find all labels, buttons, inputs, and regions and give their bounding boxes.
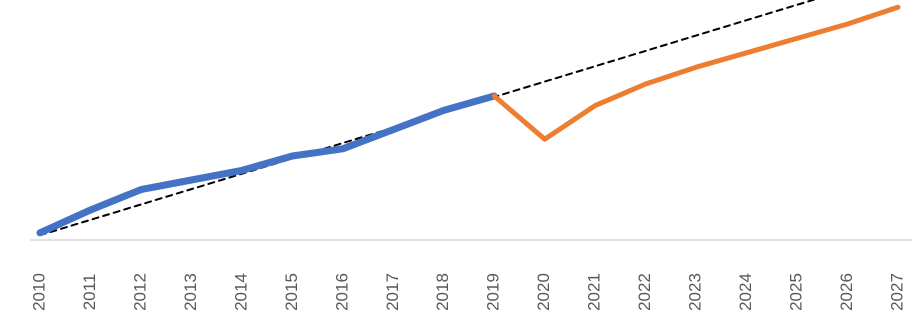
x-tick-label: 2010 bbox=[29, 273, 48, 311]
series-line bbox=[36, 92, 498, 237]
x-tick-label: 2023 bbox=[686, 273, 705, 311]
x-tick-label: 2017 bbox=[383, 273, 402, 311]
x-tick-label: 2018 bbox=[433, 273, 452, 311]
x-tick-label: 2027 bbox=[887, 273, 906, 311]
x-tick-label: 2013 bbox=[181, 273, 200, 311]
x-tick-label: 2016 bbox=[332, 273, 351, 311]
x-tick-label: 2014 bbox=[231, 273, 250, 311]
x-tick-label: 2022 bbox=[635, 273, 654, 311]
x-tick-label: 2021 bbox=[585, 273, 604, 311]
x-tick-label: 2012 bbox=[130, 273, 149, 311]
x-tick-label: 2015 bbox=[282, 273, 301, 311]
plot-area bbox=[36, 0, 901, 237]
x-tick-label: 2025 bbox=[787, 273, 806, 311]
x-tick-label: 2026 bbox=[837, 273, 856, 311]
series-line bbox=[491, 4, 901, 142]
x-tick-label: 2011 bbox=[80, 274, 99, 311]
trend-line bbox=[39, 0, 817, 237]
x-tick-label: 2020 bbox=[534, 273, 553, 311]
x-tick-label: 2024 bbox=[736, 273, 755, 311]
x-tick-label: 2019 bbox=[484, 273, 503, 311]
